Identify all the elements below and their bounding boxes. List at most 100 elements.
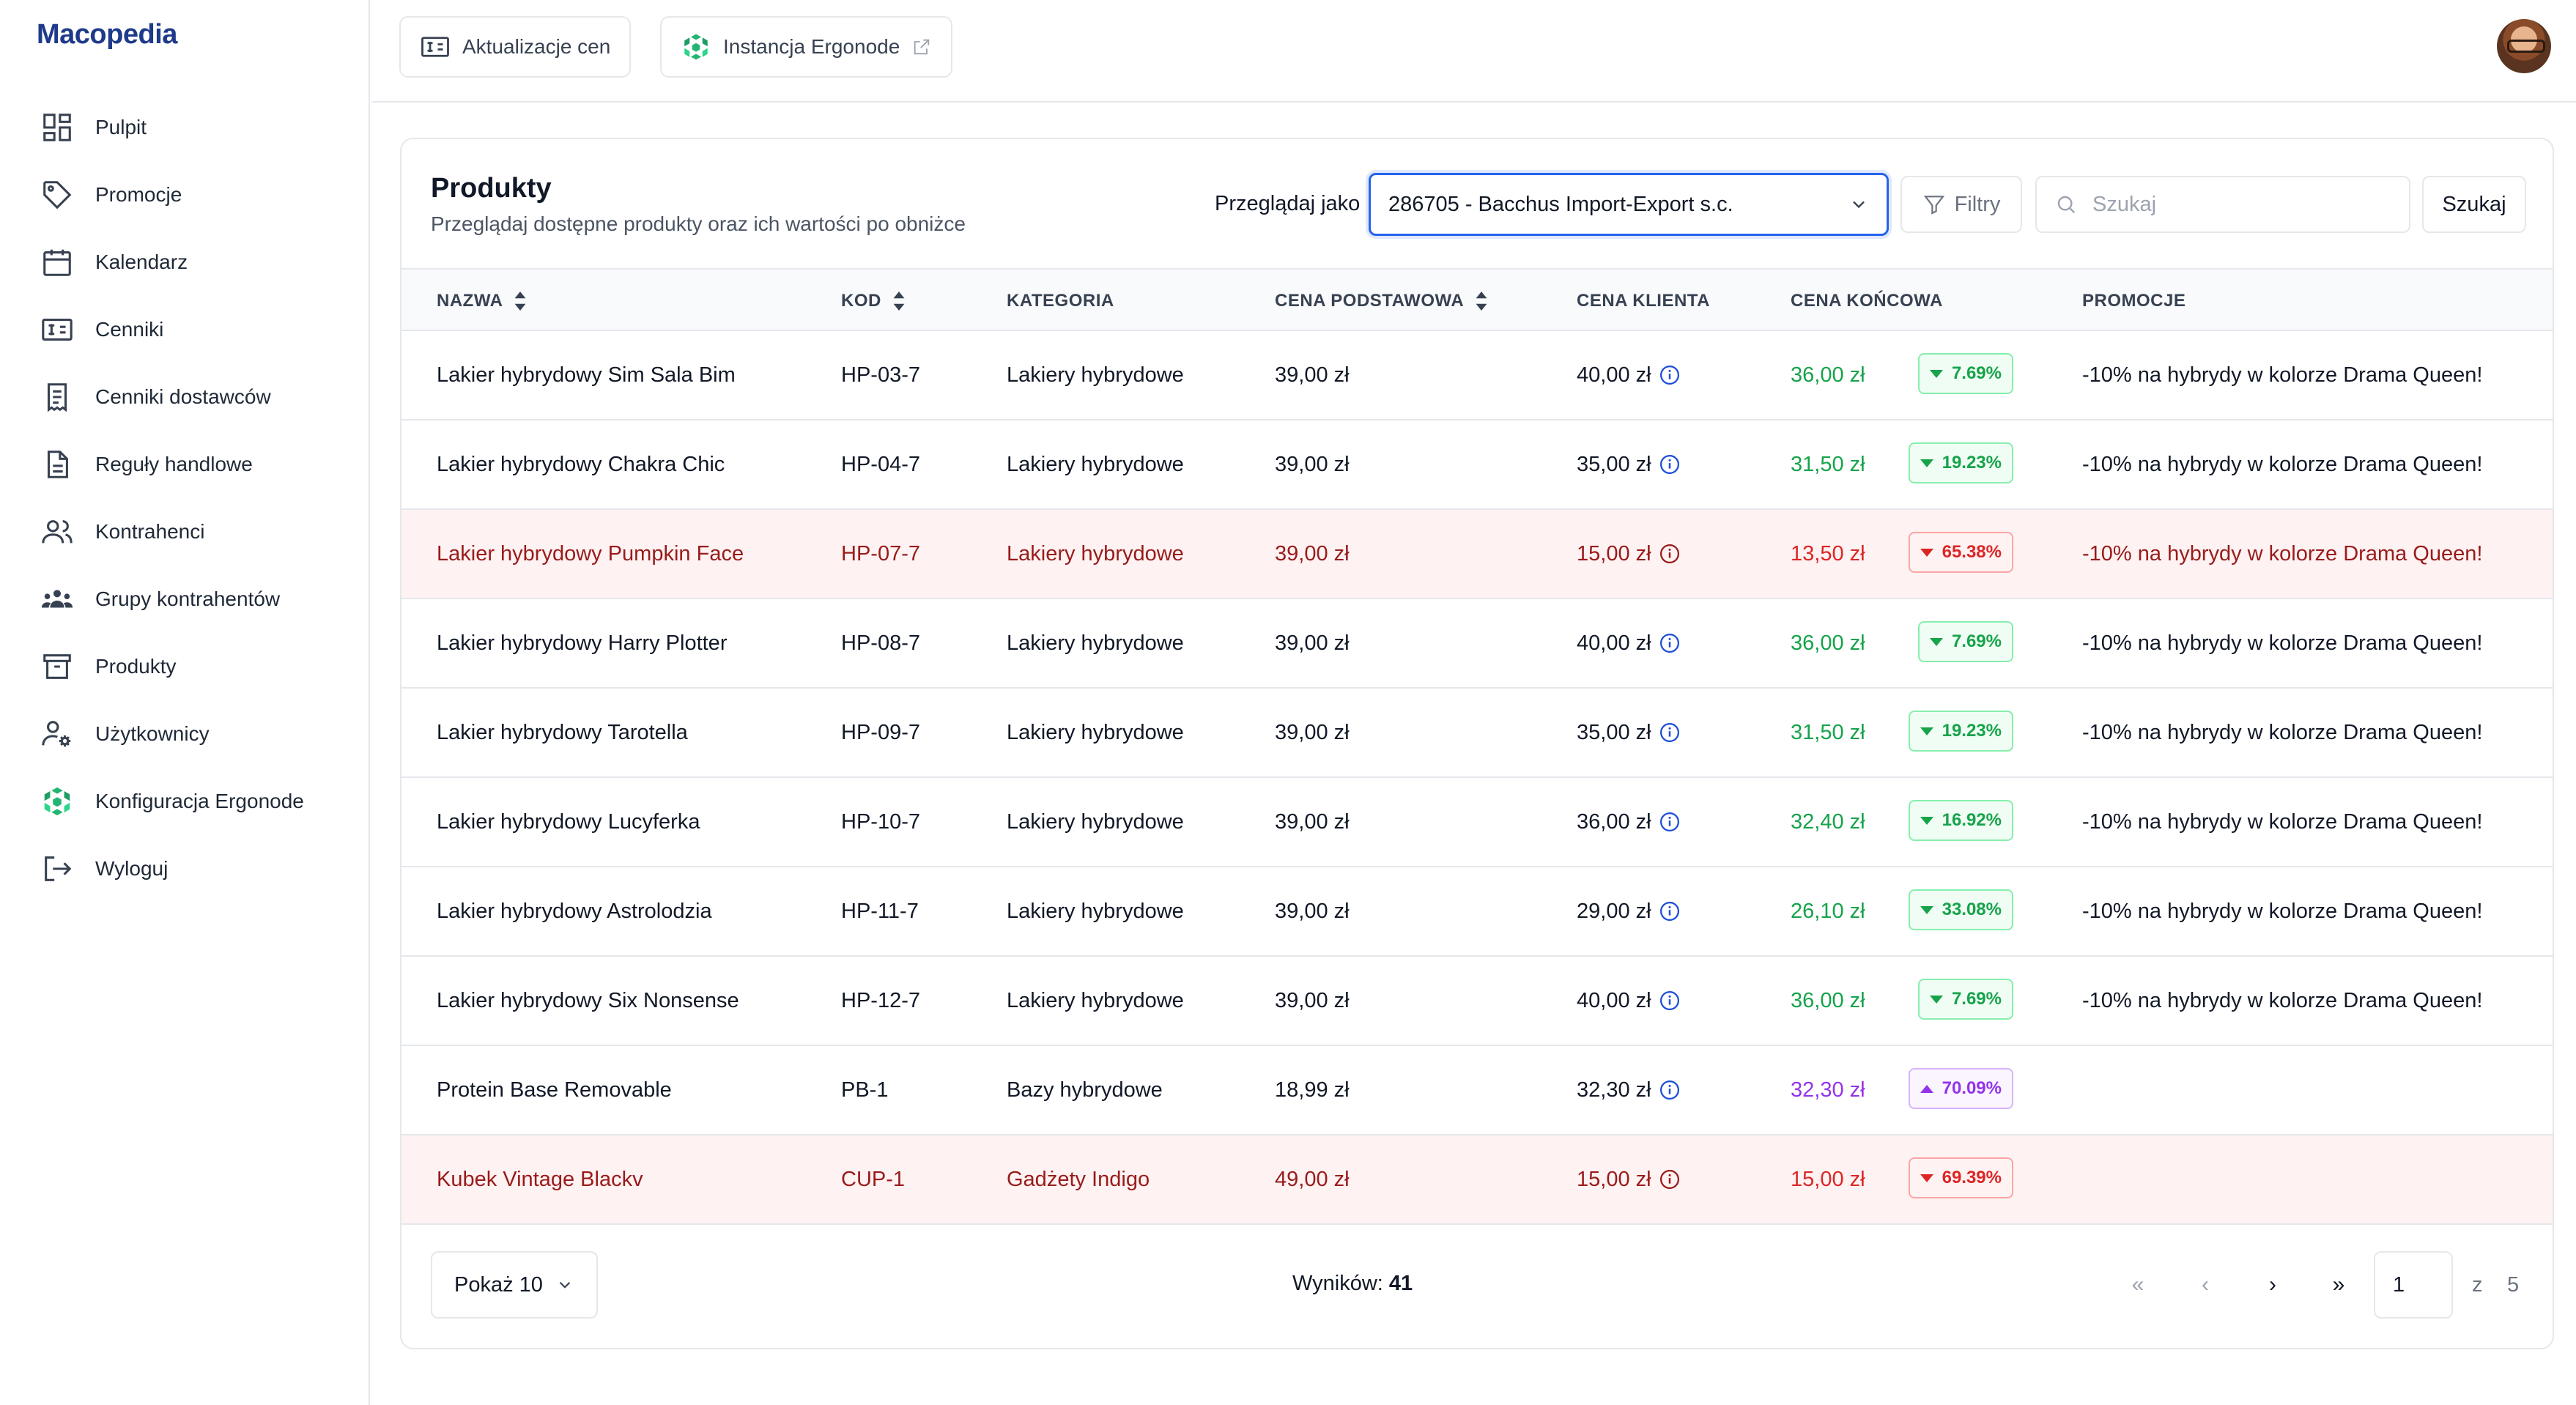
product-code-value: HP-10-7 bbox=[841, 809, 920, 834]
app-logo[interactable]: Macopedia bbox=[37, 19, 177, 50]
prev-page-button[interactable]: ‹ bbox=[2202, 1272, 2209, 1297]
client-price: 36,00 zł bbox=[1577, 778, 1681, 866]
table-row[interactable]: Protein Base Removable PB-1 Bazy hybrydowe… bbox=[401, 1046, 2553, 1135]
price-change-value: 33.08% bbox=[1942, 900, 2002, 919]
product-name-value: Lakier hybrydowy Pumpkin Face bbox=[437, 541, 744, 566]
price-updates-label: Aktualizacje cen bbox=[462, 35, 611, 58]
product-name-value: Lakier hybrydowy Tarotella bbox=[437, 720, 688, 744]
product-code-value: HP-11-7 bbox=[841, 899, 919, 923]
sidebar-item-reguly-handlowe[interactable]: Reguły handlowe bbox=[0, 431, 369, 498]
last-page-button[interactable]: » bbox=[2332, 1272, 2345, 1297]
client-price-value: 40,00 zł bbox=[1577, 988, 1651, 1012]
final-price-value: 36,00 zł bbox=[1791, 631, 1865, 655]
archive-box-icon bbox=[38, 648, 76, 686]
info-icon[interactable] bbox=[1659, 1168, 1681, 1190]
column-header-label: KOD bbox=[841, 291, 881, 311]
page-number-input[interactable] bbox=[2374, 1251, 2453, 1319]
product-category: Lakiery hybrydowe bbox=[1007, 778, 1184, 866]
avatar[interactable] bbox=[2497, 19, 2551, 73]
product-name: Lakier hybrydowy Astrolodzia bbox=[437, 867, 712, 955]
table-row[interactable]: Lakier hybrydowy Lucyferka HP-10-7 Lakiery… bbox=[401, 778, 2553, 867]
promotion: -10% na hybrydy w kolorze Drama Queen! bbox=[2082, 420, 2482, 508]
promotion-value: -10% na hybrydy w kolorze Drama Queen! bbox=[2082, 720, 2483, 744]
sidebar-item-pulpit[interactable]: Pulpit bbox=[0, 94, 369, 161]
table-row[interactable]: Kubek Vintage Blackv CUP-1 Gadżety Indigo 4… bbox=[401, 1135, 2553, 1225]
info-icon[interactable] bbox=[1659, 453, 1681, 475]
info-icon[interactable] bbox=[1659, 722, 1681, 744]
info-icon[interactable] bbox=[1659, 632, 1681, 654]
promotion-value: -10% na hybrydy w kolorze Drama Queen! bbox=[2082, 631, 2483, 655]
table-row[interactable]: Lakier hybrydowy Pumpkin Face HP-07-7 Laki… bbox=[401, 510, 2553, 599]
first-page-button[interactable]: « bbox=[2131, 1272, 2144, 1297]
info-icon[interactable] bbox=[1659, 364, 1681, 386]
price-updates-button[interactable]: Aktualizacje cen bbox=[399, 16, 632, 78]
sidebar-item-kontrahenci[interactable]: Kontrahenci bbox=[0, 498, 369, 566]
product-code: HP-08-7 bbox=[841, 599, 920, 687]
table-header: NAZWA KOD KATEGORIA CENA PODSTAWOWA CENA… bbox=[401, 268, 2553, 331]
ergonode-instance-button[interactable]: Instancja Ergonode bbox=[660, 16, 953, 78]
price-change-badge: 69.39% bbox=[1908, 1157, 2013, 1198]
column-header-base-price[interactable]: CENA PODSTAWOWA bbox=[1275, 270, 1489, 333]
sidebar-item-konfiguracja-ergonode[interactable]: Konfiguracja Ergonode bbox=[0, 768, 369, 835]
table-row[interactable]: Lakier hybrydowy Six Nonsense HP-12-7 Laki… bbox=[401, 957, 2553, 1046]
price-change-badge: 70.09% bbox=[1908, 1068, 2013, 1109]
client-price-value: 35,00 zł bbox=[1577, 452, 1651, 476]
client-price: 35,00 zł bbox=[1577, 420, 1681, 508]
column-header-code[interactable]: KOD bbox=[841, 270, 906, 333]
sidebar-item-cenniki[interactable]: Cenniki bbox=[0, 296, 369, 363]
final-price-value: 13,50 zł bbox=[1791, 541, 1865, 566]
client-price: 35,00 zł bbox=[1577, 689, 1681, 776]
arrow-down-icon bbox=[1920, 816, 1933, 825]
next-page-button[interactable]: › bbox=[2269, 1272, 2276, 1297]
base-price: 39,00 zł bbox=[1275, 957, 1350, 1045]
chevron-down-icon bbox=[1853, 201, 1865, 209]
sidebar-item-label: Reguły handlowe bbox=[95, 453, 253, 475]
final-price-value: 32,40 zł bbox=[1791, 809, 1865, 834]
product-name: Kubek Vintage Blackv bbox=[437, 1135, 643, 1223]
sidebar-item-grupy-kontrahentow[interactable]: Grupy kontrahentów bbox=[0, 566, 369, 633]
price-change-value: 7.69% bbox=[1951, 631, 2002, 651]
product-category: Bazy hybrydowe bbox=[1007, 1046, 1163, 1134]
info-icon[interactable] bbox=[1659, 900, 1681, 922]
table-row[interactable]: Lakier hybrydowy Tarotella HP-09-7 Lakiery… bbox=[401, 689, 2553, 778]
sidebar-item-kalendarz[interactable]: Kalendarz bbox=[0, 229, 369, 296]
sidebar-item-produkty[interactable]: Produkty bbox=[0, 633, 369, 700]
table-row[interactable]: Lakier hybrydowy Chakra Chic HP-04-7 Lakie… bbox=[401, 420, 2553, 510]
product-name-value: Lakier hybrydowy Astrolodzia bbox=[437, 899, 712, 923]
table-row[interactable]: Lakier hybrydowy Astrolodzia HP-11-7 Lakie… bbox=[401, 867, 2553, 957]
product-code-value: PB-1 bbox=[841, 1078, 889, 1102]
arrow-down-icon bbox=[1920, 459, 1933, 467]
info-icon[interactable] bbox=[1659, 990, 1681, 1012]
final-price: 32,30 zł bbox=[1791, 1046, 1865, 1134]
browse-as-select[interactable]: 286705 - Bacchus Import-Export s.c. bbox=[1369, 173, 1889, 236]
sidebar-item-promocje[interactable]: Promocje bbox=[0, 161, 369, 229]
price-change-badge: 16.92% bbox=[1908, 800, 2013, 841]
product-code: HP-11-7 bbox=[841, 867, 919, 955]
table-row[interactable]: Lakier hybrydowy Sim Sala Bim HP-03-7 Laki… bbox=[401, 331, 2553, 420]
search-button[interactable]: Szukaj bbox=[2422, 176, 2526, 233]
ergonode-instance-label: Instancja Ergonode bbox=[723, 35, 900, 58]
product-code: HP-10-7 bbox=[841, 778, 920, 866]
promotion-value: -10% na hybrydy w kolorze Drama Queen! bbox=[2082, 988, 2483, 1012]
search-input[interactable] bbox=[2092, 192, 2400, 217]
product-category: Lakiery hybrydowe bbox=[1007, 599, 1184, 687]
sidebar-item-uzytkownicy[interactable]: Użytkownicy bbox=[0, 700, 369, 768]
table-row[interactable]: Lakier hybrydowy Harry Plotter HP-08-7 Lak… bbox=[401, 599, 2553, 689]
info-icon[interactable] bbox=[1659, 1079, 1681, 1101]
sidebar-item-cenniki-dostawcow[interactable]: Cenniki dostawców bbox=[0, 363, 369, 431]
pricelist-icon bbox=[421, 37, 449, 57]
final-price-value: 36,00 zł bbox=[1791, 363, 1865, 387]
info-icon[interactable] bbox=[1659, 811, 1681, 833]
filters-button[interactable]: Filtry bbox=[1900, 176, 2022, 233]
client-price-value: 15,00 zł bbox=[1577, 1167, 1651, 1191]
promotion: -10% na hybrydy w kolorze Drama Queen! bbox=[2082, 689, 2482, 776]
products-card: Produkty Przeglądaj dostępne produkty or… bbox=[400, 138, 2554, 1349]
product-category: Lakiery hybrydowe bbox=[1007, 510, 1184, 598]
column-header-name[interactable]: NAZWA bbox=[437, 270, 528, 333]
sidebar-item-wyloguj[interactable]: Wyloguj bbox=[0, 835, 369, 902]
product-category-value: Lakiery hybrydowe bbox=[1007, 899, 1184, 923]
promotion-value: -10% na hybrydy w kolorze Drama Queen! bbox=[2082, 899, 2483, 923]
page-size-select[interactable]: Pokaż 10 bbox=[431, 1251, 598, 1319]
sidebar-item-label: Grupy kontrahentów bbox=[95, 587, 281, 610]
info-icon[interactable] bbox=[1659, 543, 1681, 565]
